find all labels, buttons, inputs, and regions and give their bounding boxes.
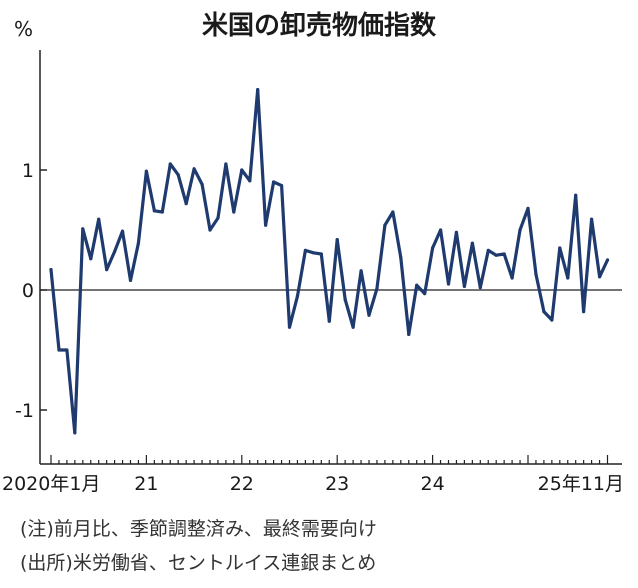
data-point xyxy=(105,268,109,272)
data-point xyxy=(375,287,379,291)
data-point xyxy=(454,230,459,234)
data-point xyxy=(566,276,570,280)
y-tick-label: -1 xyxy=(15,400,34,422)
data-point xyxy=(224,162,228,166)
data-point xyxy=(216,216,220,220)
data-point xyxy=(502,252,506,256)
footnote-note: (注)前月比、季節調整済み、最終需要向け xyxy=(20,518,377,540)
data-point xyxy=(510,276,514,280)
footnote-source: (出所)米労働省、セントルイス連銀まとめ xyxy=(20,552,377,574)
x-tick-label: 24 xyxy=(421,473,445,495)
data-point xyxy=(383,223,387,227)
data-point xyxy=(597,275,602,279)
data-point xyxy=(574,193,578,197)
data-point xyxy=(264,223,268,227)
data-point xyxy=(57,348,61,352)
data-point xyxy=(240,168,244,172)
data-point xyxy=(478,286,482,290)
data-point xyxy=(287,325,292,329)
data-point xyxy=(335,238,339,242)
data-point xyxy=(415,283,419,287)
x-tick-label: 22 xyxy=(230,473,254,495)
data-point xyxy=(431,246,435,250)
data-point xyxy=(113,250,117,254)
data-point xyxy=(295,294,300,298)
data-point xyxy=(526,206,530,210)
data-point xyxy=(144,169,148,173)
data-point xyxy=(542,310,546,314)
data-point xyxy=(152,209,156,213)
data-point xyxy=(81,227,85,231)
data-point xyxy=(89,257,93,261)
data-point xyxy=(470,241,474,245)
data-point xyxy=(97,217,101,221)
data-point xyxy=(176,173,180,177)
data-point xyxy=(438,228,443,232)
data-point xyxy=(486,248,490,252)
data-point xyxy=(192,167,196,171)
data-point xyxy=(550,318,554,322)
data-point xyxy=(279,184,284,188)
data-point xyxy=(136,241,141,245)
data-point xyxy=(160,210,164,214)
series-layer xyxy=(49,87,610,435)
data-point xyxy=(351,325,355,329)
data-point xyxy=(367,313,371,317)
data-point xyxy=(303,248,307,252)
data-point xyxy=(518,228,522,232)
chart-svg: 米国の卸売物価指数 % 1 0 -1 2020年1月 21 22 23 24 25年11月 xyxy=(2,10,624,495)
data-point xyxy=(248,179,252,183)
data-point xyxy=(319,252,323,256)
chart-title: 米国の卸売物価指数 xyxy=(202,10,437,41)
data-point xyxy=(327,319,331,323)
data-point xyxy=(200,182,204,186)
data-point xyxy=(494,253,498,257)
data-point xyxy=(343,298,347,302)
data-point xyxy=(446,282,451,286)
data-point xyxy=(423,292,427,296)
data-point xyxy=(256,88,260,92)
data-point xyxy=(359,269,363,273)
x-tick-label: 2020年1月 xyxy=(2,473,100,495)
series-line-0 xyxy=(49,87,610,435)
y-axis-unit-label: % xyxy=(14,17,33,41)
data-point xyxy=(590,217,594,221)
data-point xyxy=(49,268,53,272)
data-point xyxy=(65,348,69,352)
data-point xyxy=(73,431,77,435)
x-tick-label: 23 xyxy=(325,473,349,495)
x-tick-label: 21 xyxy=(134,473,158,495)
data-point xyxy=(605,258,610,262)
y-tick-labels: 1 0 -1 xyxy=(15,160,47,422)
x-tick-label: 25年11月 xyxy=(538,473,624,495)
data-point xyxy=(391,210,395,214)
data-point xyxy=(272,180,276,184)
data-point xyxy=(399,256,403,260)
data-point xyxy=(208,228,212,232)
data-point xyxy=(128,278,133,282)
data-point xyxy=(407,332,411,336)
y-tick-label: 1 xyxy=(22,160,34,182)
data-point xyxy=(184,202,188,206)
x-tick-labels: 2020年1月 21 22 23 24 25年11月 xyxy=(2,455,624,495)
data-point xyxy=(582,310,586,314)
data-point xyxy=(462,284,466,288)
data-point xyxy=(168,162,172,166)
data-point xyxy=(232,210,236,214)
data-point xyxy=(558,246,562,250)
data-point xyxy=(534,272,538,276)
data-point xyxy=(311,251,315,255)
y-tick-label: 0 xyxy=(22,280,34,302)
data-point xyxy=(120,229,125,233)
